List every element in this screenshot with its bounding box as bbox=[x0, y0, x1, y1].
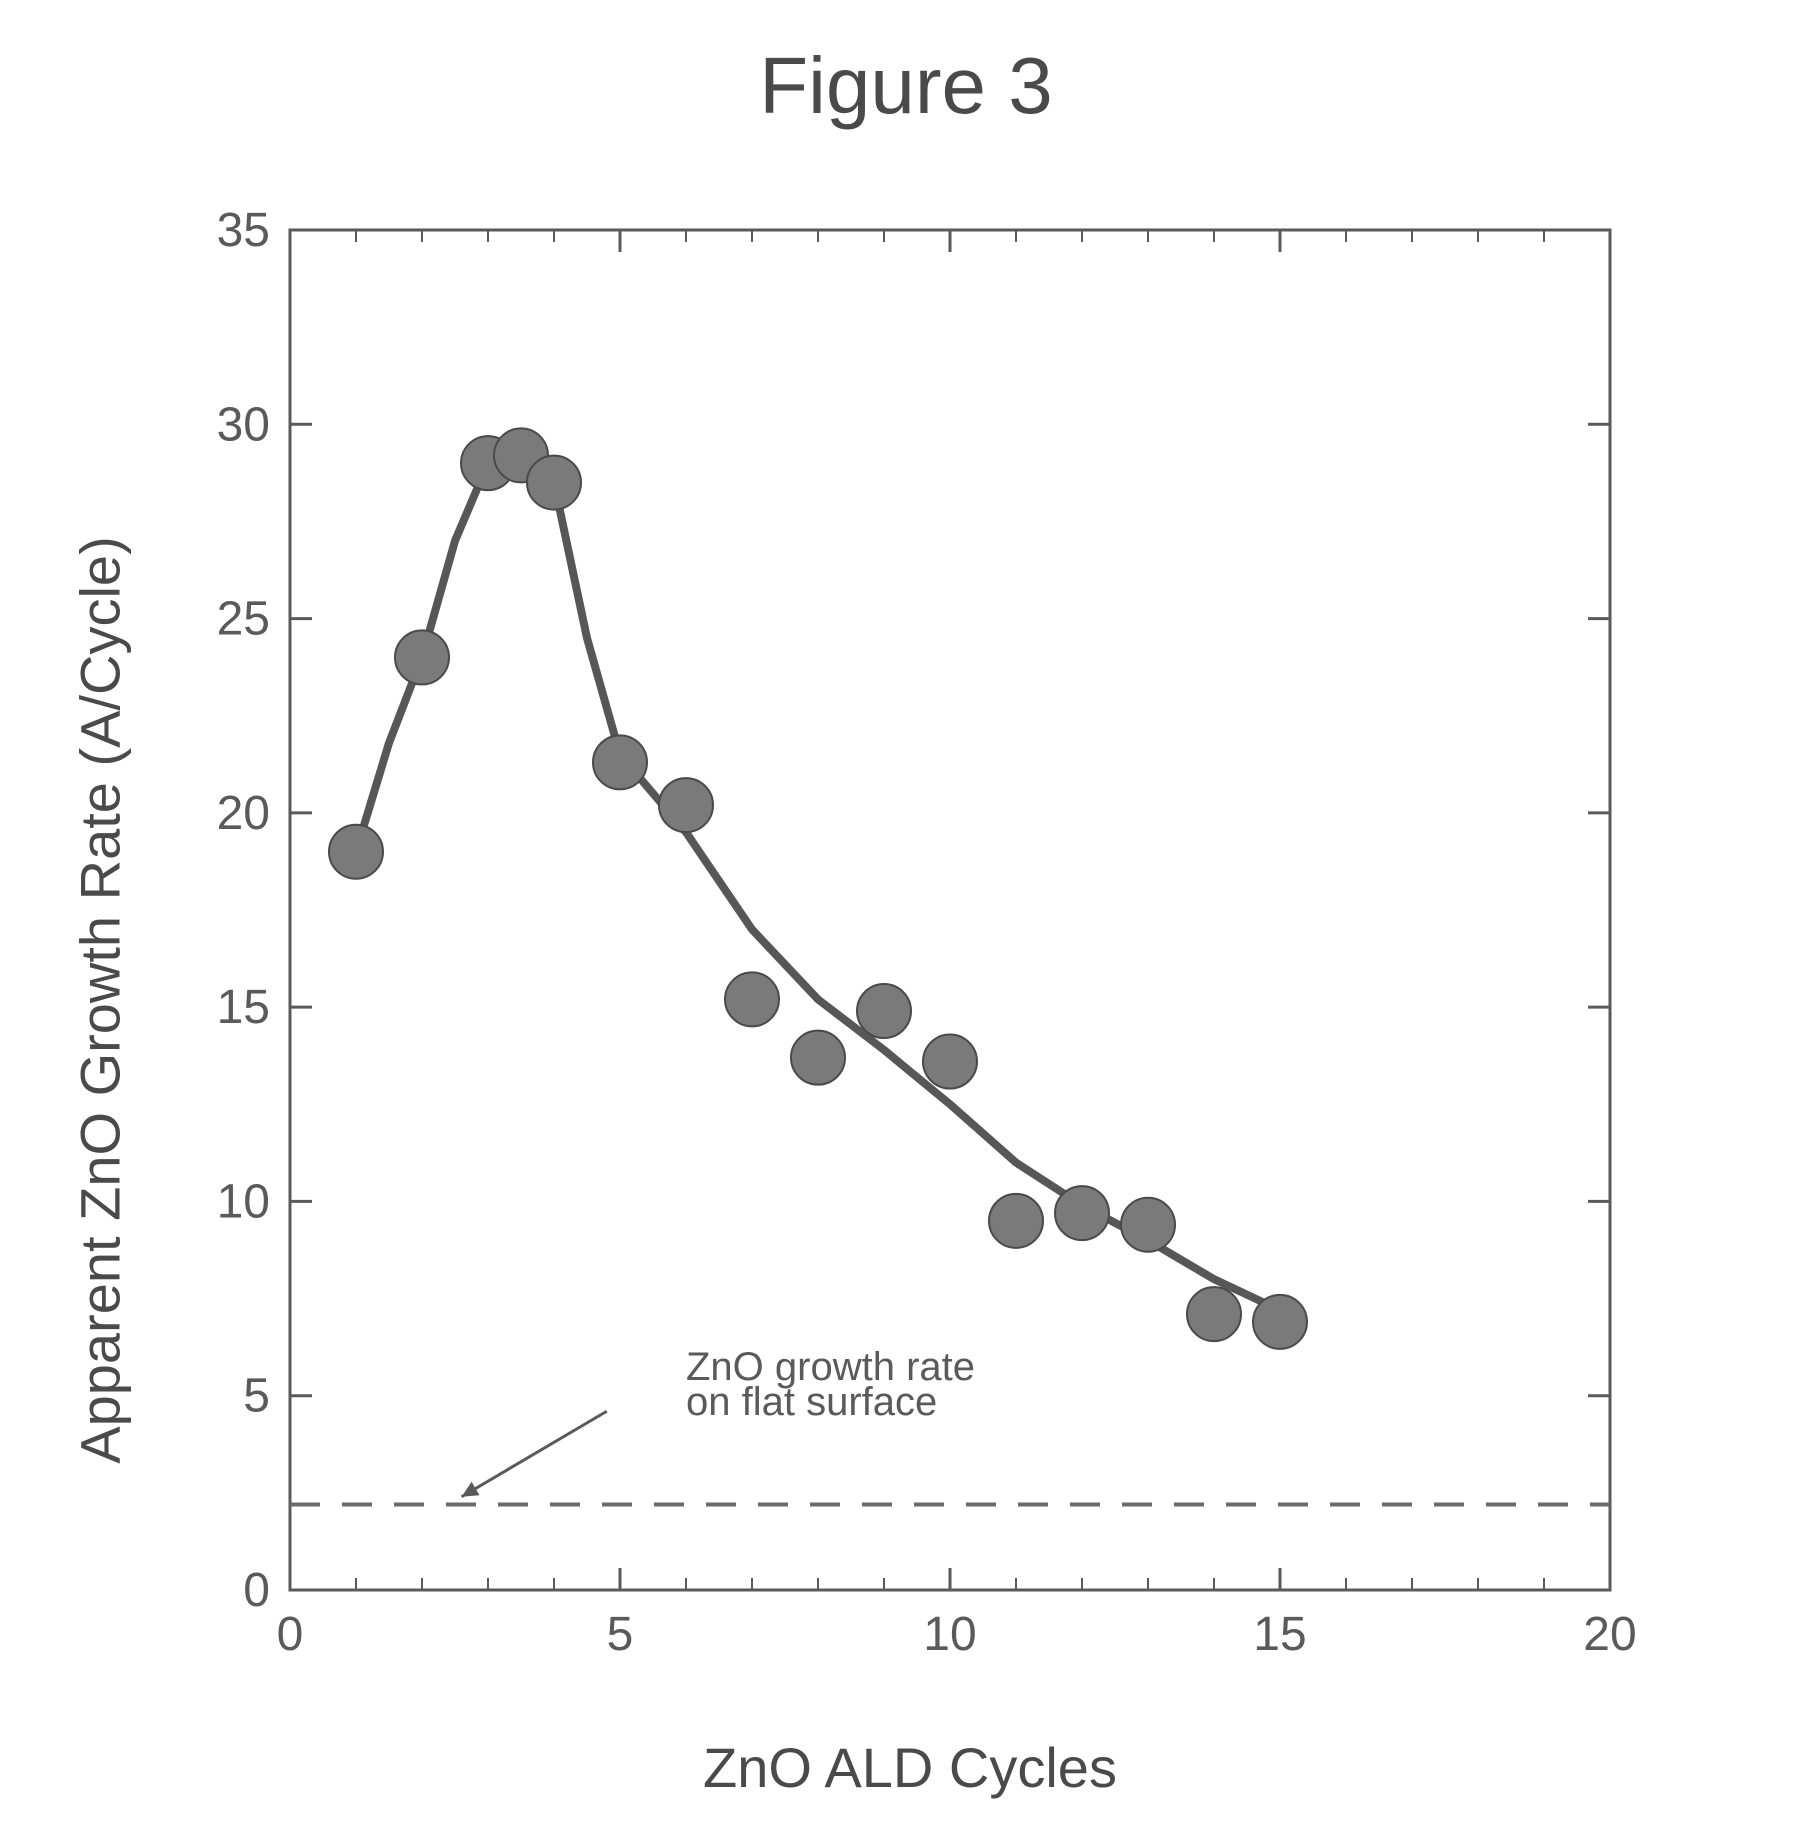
data-point bbox=[395, 630, 449, 684]
x-axis-label: ZnO ALD Cycles bbox=[703, 1735, 1117, 1800]
xtick-label: 5 bbox=[607, 1608, 634, 1661]
ytick-label: 30 bbox=[217, 398, 270, 451]
chart-svg: 0510152005101520253035ZnO growth rateon … bbox=[170, 210, 1650, 1710]
annotation-text-line2: on flat surface bbox=[686, 1380, 937, 1424]
data-point bbox=[593, 735, 647, 789]
ytick-label: 5 bbox=[243, 1370, 270, 1423]
data-point bbox=[659, 778, 713, 832]
data-point bbox=[1121, 1198, 1175, 1252]
ytick-label: 25 bbox=[217, 593, 270, 646]
ytick-label: 15 bbox=[217, 981, 270, 1034]
data-point bbox=[923, 1035, 977, 1089]
data-point bbox=[329, 825, 383, 879]
page: { "figure": { "title": "Figure 3", "titl… bbox=[0, 0, 1812, 1844]
data-point bbox=[1187, 1287, 1241, 1341]
data-point bbox=[527, 456, 581, 510]
data-point bbox=[791, 1031, 845, 1085]
xtick-label: 0 bbox=[277, 1608, 304, 1661]
data-point bbox=[857, 984, 911, 1038]
ytick-label: 35 bbox=[217, 210, 270, 257]
xtick-label: 20 bbox=[1583, 1608, 1636, 1661]
ytick-label: 10 bbox=[217, 1175, 270, 1228]
xtick-label: 10 bbox=[923, 1608, 976, 1661]
data-point bbox=[1055, 1186, 1109, 1240]
figure-title: Figure 3 bbox=[0, 40, 1812, 132]
data-point bbox=[989, 1194, 1043, 1248]
data-point bbox=[725, 972, 779, 1026]
ytick-label: 20 bbox=[217, 787, 270, 840]
chart-container: Apparent ZnO Growth Rate (A/Cycle) 05101… bbox=[170, 210, 1650, 1790]
y-axis-label: Apparent ZnO Growth Rate (A/Cycle) bbox=[68, 536, 133, 1463]
data-point bbox=[1253, 1295, 1307, 1349]
ytick-label: 0 bbox=[243, 1564, 270, 1617]
xtick-label: 15 bbox=[1253, 1608, 1306, 1661]
